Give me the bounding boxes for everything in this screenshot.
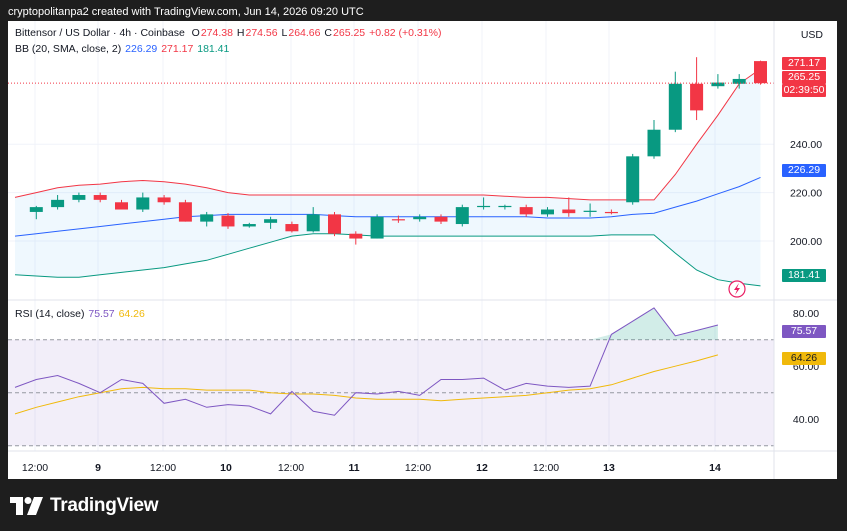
time-tick-label: 9 — [95, 462, 101, 474]
change-value: +0.82 (+0.31%) — [369, 27, 442, 39]
tradingview-logo-text: TradingView — [50, 495, 159, 516]
candle-countdown-badge: 02:39:50 — [782, 84, 826, 97]
time-tick-label: 12 — [476, 462, 488, 474]
price-tick-label: 220.00 — [790, 188, 822, 200]
candle-body — [541, 209, 554, 215]
candle-body — [306, 214, 320, 232]
candle-body — [434, 216, 448, 222]
candle-body — [413, 216, 427, 220]
candle-body — [626, 156, 640, 203]
candle-body — [647, 129, 661, 157]
rsi-legend: RSI (14, close) 75.57 64.26 — [15, 307, 146, 321]
rsi-value: 75.57 — [88, 308, 115, 320]
time-tick-label: 12:00 — [533, 462, 559, 474]
time-tick-label: 12:00 — [278, 462, 304, 474]
bb-basis-value: 226.29 — [125, 43, 158, 55]
bb-label: BB (20, SMA, close, 2) — [15, 43, 122, 55]
time-tick-label: 13 — [603, 462, 615, 474]
bb-basis-badge: 226.29 — [782, 164, 826, 177]
candle-body — [349, 233, 363, 239]
low-value: 264.66 — [288, 27, 321, 39]
candle-body — [519, 207, 533, 215]
time-tick-label: 12:00 — [150, 462, 176, 474]
candle-body — [754, 61, 767, 84]
candle-body — [285, 224, 299, 232]
rsi-badge: 75.57 — [782, 325, 826, 338]
rsi-ma-line — [14, 354, 719, 415]
close-label: C — [324, 27, 333, 39]
candle-body — [200, 214, 214, 222]
last-price-badge: 265.25 — [782, 71, 826, 84]
rsi-ma-value: 64.26 — [118, 308, 145, 320]
candle-body — [178, 202, 192, 222]
candle-body — [221, 215, 235, 227]
tradingview-logo-icon — [10, 497, 43, 515]
bb-legend: BB (20, SMA, close, 2) 226.29 271.17 181… — [15, 42, 230, 56]
currency-label[interactable]: USD — [800, 29, 823, 41]
rsi-overbought-fill — [15, 307, 718, 340]
candle-body — [72, 195, 86, 200]
time-tick-label: 12:00 — [22, 462, 48, 474]
candle-body — [370, 216, 384, 239]
open-label: O — [191, 27, 200, 39]
low-label: L — [281, 27, 288, 39]
price-tick-label: 200.00 — [790, 236, 822, 248]
candle-body — [477, 205, 491, 208]
candle-body — [391, 219, 405, 221]
candle-body — [242, 224, 256, 227]
candle-body — [455, 207, 469, 225]
time-tick-label: 11 — [348, 462, 359, 474]
candle-body — [264, 219, 278, 223]
rsi-tick-label: 40.00 — [793, 414, 819, 426]
candle-body — [328, 214, 341, 234]
bb-upper-value: 271.17 — [161, 43, 194, 55]
symbol-name: Bittensor / US Dollar · 4h · Coinbase — [15, 27, 185, 39]
candle-body — [157, 197, 171, 203]
bb-fill — [15, 68, 761, 286]
candle-body — [604, 211, 618, 214]
chart-frame[interactable]: 200.00 220.00 240.00 40.00 60.00 80.00 12:00 9 1… — [8, 21, 837, 479]
candle-body — [498, 205, 512, 208]
chart-caption: cryptopolitanpa2 created with TradingVie… — [8, 6, 364, 18]
tradingview-logo: TradingView — [10, 494, 159, 518]
rsi-tick-label: 80.00 — [793, 308, 819, 320]
candle-body — [732, 78, 746, 84]
rsi-label: RSI (14, close) — [15, 308, 85, 320]
bb-lower-badge: 181.41 — [782, 269, 826, 282]
candle-body — [668, 83, 682, 130]
close-value: 265.25 — [333, 27, 366, 39]
bb-basis-line — [14, 176, 761, 237]
candle-body — [690, 83, 704, 111]
candle-body — [136, 197, 150, 210]
bb-lower-line — [14, 233, 761, 287]
time-tick-label: 12:00 — [405, 462, 431, 474]
candle-body — [711, 82, 725, 87]
candle-body — [583, 210, 597, 212]
rsi-ma-badge: 64.26 — [782, 352, 826, 365]
candle-body — [93, 195, 107, 200]
rsi-line — [14, 307, 719, 416]
candle-body — [51, 199, 65, 208]
open-value: 274.38 — [200, 27, 233, 39]
high-value: 274.56 — [245, 27, 278, 39]
high-label: H — [236, 27, 245, 39]
candle-body — [115, 202, 128, 210]
price-legend: Bittensor / US Dollar · 4h · Coinbase O2… — [15, 26, 442, 40]
candle-body — [562, 209, 576, 214]
bb-lower-value: 181.41 — [197, 43, 230, 55]
bb-upper-badge: 271.17 — [782, 57, 826, 70]
time-tick-label: 10 — [220, 462, 232, 474]
candle-body — [29, 207, 43, 212]
price-tick-label: 240.00 — [790, 139, 822, 151]
time-tick-label: 14 — [709, 462, 721, 474]
alert-icon — [734, 283, 740, 295]
